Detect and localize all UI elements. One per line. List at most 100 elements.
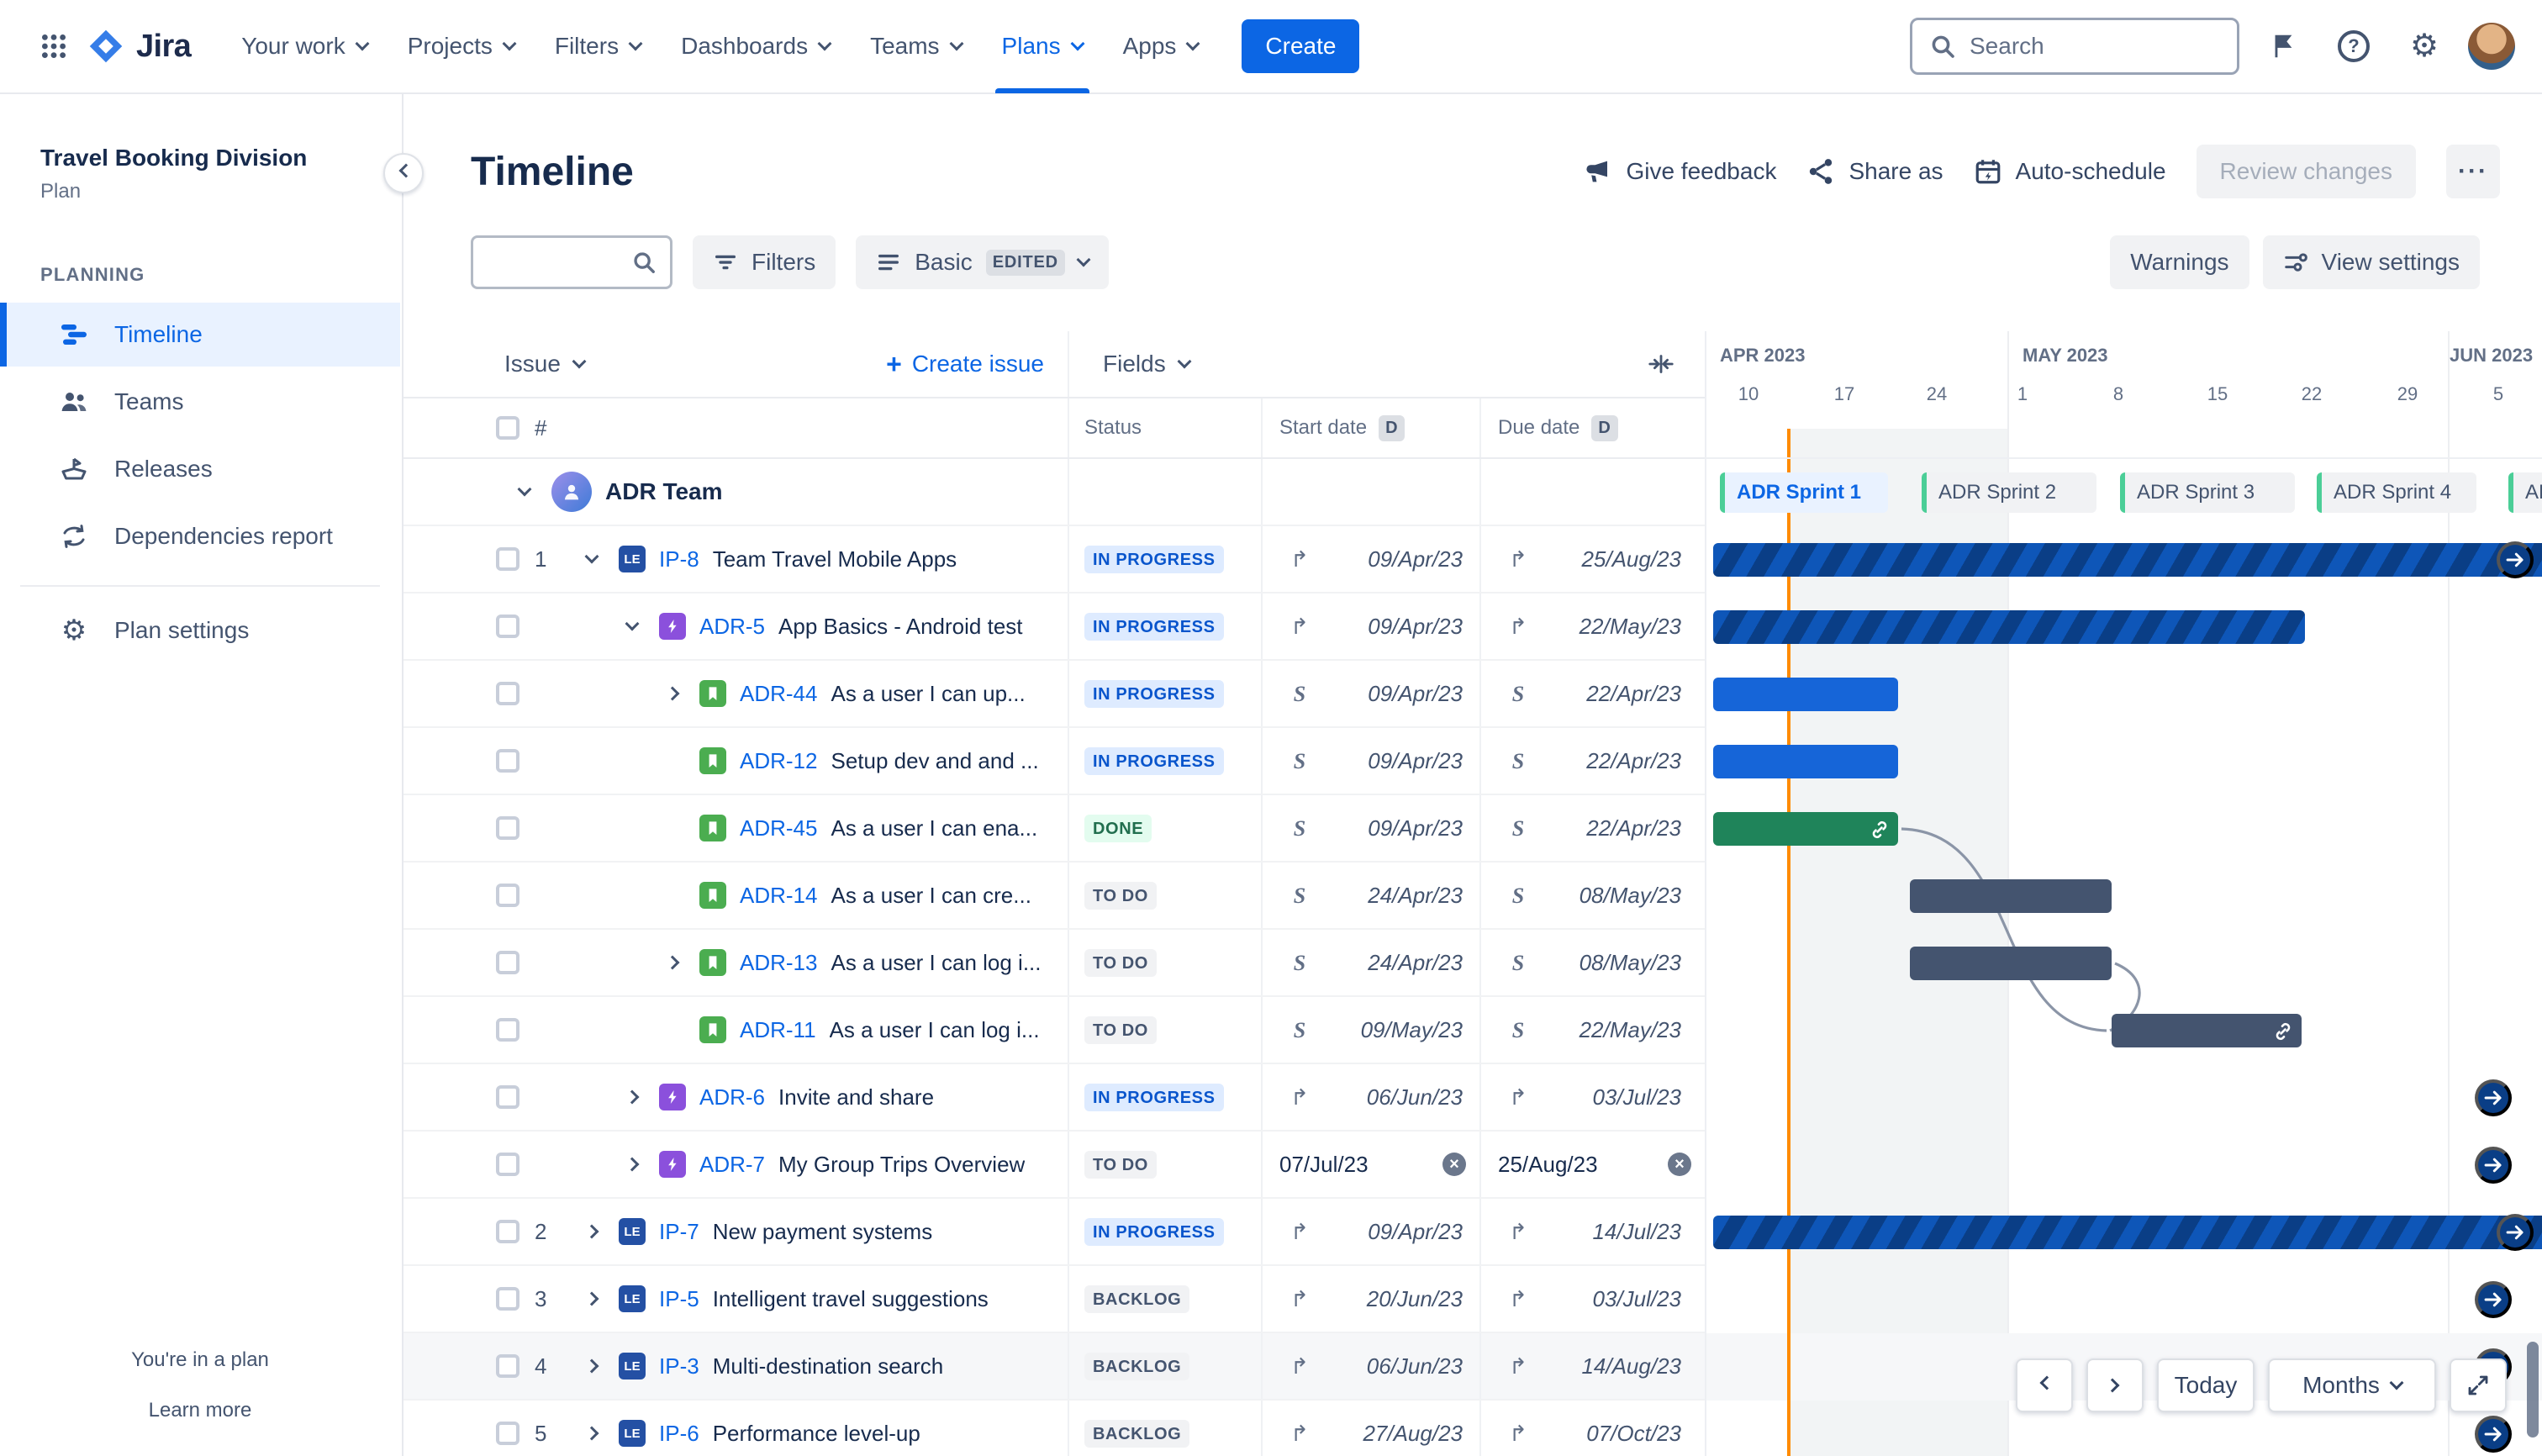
status-badge[interactable]: IN PROGRESS xyxy=(1084,612,1224,641)
gantt-bar-adr-44[interactable] xyxy=(1713,678,1898,711)
row-checkbox[interactable] xyxy=(496,615,519,638)
fullscreen-button[interactable] xyxy=(2450,1358,2507,1412)
start-date-field[interactable]: S 09/Apr/23 xyxy=(1263,815,1479,841)
warnings-button[interactable]: Warnings xyxy=(2110,235,2249,289)
row-checkbox[interactable] xyxy=(496,951,519,974)
row-checkbox[interactable] xyxy=(496,1287,519,1311)
status-badge[interactable]: IN PROGRESS xyxy=(1084,1083,1224,1111)
due-date-field[interactable]: S 22/May/23 xyxy=(1481,1017,1705,1043)
due-date-field[interactable]: S 08/May/23 xyxy=(1481,950,1705,976)
start-date-field[interactable]: S 09/Apr/23 xyxy=(1263,748,1479,774)
due-date-field[interactable]: S 22/Apr/23 xyxy=(1481,748,1705,774)
avatar[interactable] xyxy=(2468,23,2515,70)
sprint-bar[interactable]: ADR Sprint 3 xyxy=(2120,472,2295,513)
offscreen-bar-indicator[interactable] xyxy=(2475,1281,2512,1318)
status-badge[interactable]: BACKLOG xyxy=(1084,1285,1190,1313)
sidebar-item-dependencies-report[interactable]: Dependencies report xyxy=(0,504,400,568)
status-badge[interactable]: TO DO xyxy=(1084,1016,1157,1044)
create-button[interactable]: Create xyxy=(1242,19,1360,73)
bar-continues-arrow[interactable] xyxy=(2497,1214,2534,1251)
scroll-right-button[interactable] xyxy=(2086,1358,2144,1412)
global-search-input[interactable] xyxy=(1970,33,2220,60)
sprint-bar[interactable]: ADR Sprint 4 xyxy=(2317,472,2476,513)
review-changes-button[interactable]: Review changes xyxy=(2196,145,2416,198)
status-badge[interactable]: TO DO xyxy=(1084,881,1157,910)
collapse-fields-button[interactable] xyxy=(1641,344,1681,384)
row-checkbox[interactable] xyxy=(496,1422,519,1445)
settings-button[interactable]: ⚙ xyxy=(2397,19,2451,73)
start-date-field[interactable]: ↱ 06/Jun/23 xyxy=(1263,1084,1479,1110)
help-button[interactable]: ? xyxy=(2327,19,2381,73)
app-switcher-button[interactable] xyxy=(27,19,81,73)
status-badge[interactable]: DONE xyxy=(1084,814,1152,842)
vertical-scrollbar-thumb[interactable] xyxy=(2527,1342,2539,1438)
issue-key-link[interactable]: IP-3 xyxy=(659,1353,699,1379)
sprint-bar[interactable]: ADR Sprint 2 xyxy=(1922,472,2096,513)
give-feedback-button[interactable]: Give feedback xyxy=(1582,156,1776,187)
sidebar-item-timeline[interactable]: Timeline xyxy=(0,303,400,367)
due-date-field[interactable]: ↱ 14/Jul/23 xyxy=(1481,1219,1705,1245)
due-date-field[interactable]: ↱ 25/Aug/23 xyxy=(1481,546,1705,572)
timeline-search-input[interactable] xyxy=(487,249,621,276)
row-checkbox[interactable] xyxy=(496,547,519,571)
issue-key-link[interactable]: ADR-14 xyxy=(740,882,818,908)
row-checkbox[interactable] xyxy=(496,1153,519,1176)
issue-key-link[interactable]: ADR-13 xyxy=(740,949,818,975)
share-as-button[interactable]: Share as xyxy=(1806,157,1943,186)
more-actions-button[interactable]: ··· xyxy=(2446,145,2500,198)
zoom-level-select[interactable]: Months xyxy=(2268,1358,2436,1412)
create-issue-button[interactable]: + Create issue xyxy=(886,349,1044,380)
row-checkbox[interactable] xyxy=(496,1018,519,1042)
nav-item-teams[interactable]: Teams xyxy=(850,0,981,93)
row-checkbox[interactable] xyxy=(496,682,519,705)
issue-key-link[interactable]: ADR-12 xyxy=(740,747,818,773)
filters-button[interactable]: Filters xyxy=(693,235,836,289)
status-badge[interactable]: IN PROGRESS xyxy=(1084,1217,1224,1246)
sprint-bar[interactable]: ADR Sprint 5 xyxy=(2508,472,2542,513)
row-collapse-chevron[interactable] xyxy=(578,546,605,572)
issue-key-link[interactable]: ADR-7 xyxy=(699,1151,766,1177)
row-checkbox[interactable] xyxy=(496,816,519,840)
gantt-bar-ip-8[interactable] xyxy=(1713,543,2542,577)
bar-continues-arrow[interactable] xyxy=(2497,541,2534,578)
issue-key-link[interactable]: IP-7 xyxy=(659,1218,699,1244)
nav-item-filters[interactable]: Filters xyxy=(535,0,661,93)
sidebar-item-plan-settings[interactable]: ⚙ Plan settings xyxy=(0,599,250,662)
row-checkbox[interactable] xyxy=(496,1220,519,1243)
gantt-bar-adr-5[interactable] xyxy=(1713,610,2305,644)
scroll-left-button[interactable] xyxy=(2016,1358,2073,1412)
row-expand-chevron[interactable] xyxy=(619,1084,646,1110)
status-badge[interactable]: TO DO xyxy=(1084,1150,1157,1179)
due-date-field[interactable]: S 08/May/23 xyxy=(1481,883,1705,909)
row-expand-chevron[interactable] xyxy=(578,1218,605,1245)
start-date-field[interactable]: ↱ 27/Aug/23 xyxy=(1263,1421,1479,1447)
gantt-bar-adr-13[interactable] xyxy=(1910,947,2112,980)
row-expand-chevron[interactable] xyxy=(578,1285,605,1312)
sprint-bar[interactable]: ADR Sprint 1 xyxy=(1720,472,1888,513)
clear-date-icon[interactable]: × xyxy=(1668,1153,1691,1176)
fields-menu[interactable]: Fields xyxy=(1103,351,1192,377)
auto-schedule-button[interactable]: Auto-schedule xyxy=(1974,157,2166,186)
issue-key-link[interactable]: ADR-6 xyxy=(699,1084,766,1110)
status-badge[interactable]: TO DO xyxy=(1084,948,1157,977)
status-badge[interactable]: BACKLOG xyxy=(1084,1419,1190,1448)
gantt-bar-adr-14[interactable] xyxy=(1910,879,2112,913)
due-date-field[interactable]: ↱ 03/Jul/23 xyxy=(1481,1084,1705,1110)
start-date-field[interactable]: ↱ 06/Jun/23 xyxy=(1263,1353,1479,1380)
sidebar-item-releases[interactable]: Releases xyxy=(0,437,400,501)
issue-key-link[interactable]: ADR-44 xyxy=(740,680,818,706)
gantt-bar-adr-11[interactable] xyxy=(2112,1014,2302,1047)
due-date-field[interactable]: 25/Aug/23 × xyxy=(1481,1152,1705,1178)
due-date-field[interactable]: S 22/Apr/23 xyxy=(1481,681,1705,707)
view-mode-button[interactable]: Basic EDITED xyxy=(856,235,1109,289)
row-expand-chevron[interactable] xyxy=(619,1151,646,1178)
row-collapse-chevron[interactable] xyxy=(619,613,646,640)
clear-date-icon[interactable]: × xyxy=(1442,1153,1466,1176)
view-settings-button[interactable]: View settings xyxy=(2262,235,2480,289)
offscreen-bar-indicator[interactable] xyxy=(2475,1079,2512,1116)
due-date-field[interactable]: S 22/Apr/23 xyxy=(1481,815,1705,841)
start-date-field[interactable]: ↱ 20/Jun/23 xyxy=(1263,1286,1479,1312)
start-date-field[interactable]: 07/Jul/23 × xyxy=(1263,1152,1479,1178)
issue-key-link[interactable]: IP-5 xyxy=(659,1285,699,1311)
learn-more-link[interactable]: Learn more xyxy=(148,1399,252,1422)
